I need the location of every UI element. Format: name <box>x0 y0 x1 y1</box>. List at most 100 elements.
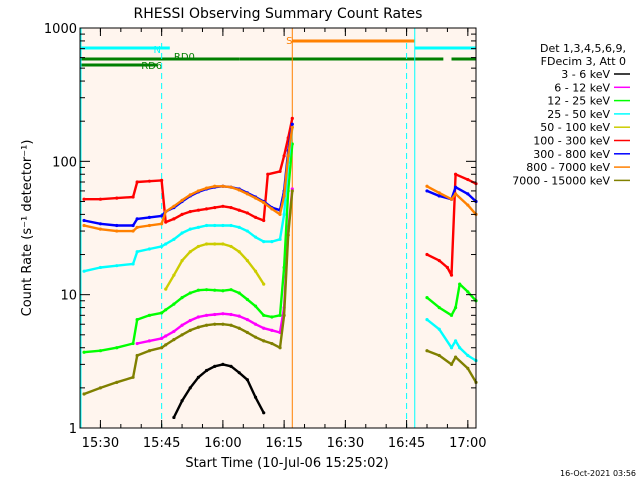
data-point <box>98 227 103 231</box>
data-point <box>196 375 200 379</box>
data-point <box>466 192 470 196</box>
data-point <box>213 184 217 188</box>
data-point <box>172 302 176 306</box>
data-point <box>237 188 241 192</box>
data-point <box>229 205 233 210</box>
data-point <box>262 313 266 317</box>
data-point <box>278 346 282 350</box>
y-axis-label: Count Rate (s⁻¹ detector⁻¹) <box>20 140 35 317</box>
data-point <box>425 189 429 193</box>
legend-label: 12 - 25 keV <box>547 95 610 108</box>
data-point <box>270 341 274 346</box>
data-point <box>98 386 103 390</box>
data-point <box>82 223 86 228</box>
legend-label: 300 - 800 keV <box>533 148 610 161</box>
data-point <box>131 375 135 379</box>
data-point <box>253 335 258 339</box>
data-point <box>270 240 274 244</box>
data-point <box>453 185 458 189</box>
legend-label: 25 - 50 keV <box>547 108 610 121</box>
data-point <box>135 225 139 229</box>
data-point <box>204 323 209 327</box>
data-point <box>180 296 184 300</box>
data-point <box>164 209 168 214</box>
data-series <box>82 116 478 420</box>
data-point <box>253 304 258 308</box>
data-point <box>196 315 200 319</box>
data-point <box>245 192 249 196</box>
data-point <box>221 312 225 316</box>
data-point <box>131 341 135 346</box>
data-point <box>213 223 217 228</box>
legend-header-line: FDecim 3, Att 0 <box>541 55 626 68</box>
data-point <box>221 362 225 366</box>
data-point <box>135 341 139 346</box>
data-point <box>270 328 274 332</box>
data-point <box>425 349 429 353</box>
data-point <box>213 312 217 317</box>
data-point <box>82 197 86 201</box>
data-point <box>437 259 441 263</box>
legend-label: 50 - 100 keV <box>540 121 610 134</box>
data-point <box>164 287 168 291</box>
data-point <box>147 349 152 353</box>
data-point <box>453 192 458 196</box>
data-point <box>237 250 241 254</box>
data-point <box>278 212 282 216</box>
data-point <box>180 231 184 235</box>
data-point <box>237 314 241 318</box>
data-point <box>164 343 168 347</box>
data-point <box>270 207 274 211</box>
data-point <box>286 154 290 158</box>
data-point <box>262 339 266 343</box>
data-point <box>286 189 290 193</box>
data-point <box>221 289 225 293</box>
axes: 1 10 100 1000 15:30 15:45 16:00 16:15 16:30 16:45… <box>44 22 487 451</box>
data-point <box>449 346 454 350</box>
data-point <box>147 223 152 228</box>
data-point <box>282 194 286 198</box>
data-point <box>262 411 266 415</box>
data-point <box>245 259 249 263</box>
data-point <box>245 229 249 233</box>
data-point <box>221 184 225 188</box>
data-point <box>437 191 441 195</box>
data-point <box>213 288 217 292</box>
data-point <box>115 196 119 200</box>
data-point <box>213 322 217 326</box>
data-point <box>160 311 164 315</box>
data-point <box>172 204 176 208</box>
data-point <box>196 325 200 329</box>
data-point <box>290 122 294 126</box>
data-point <box>82 392 86 396</box>
data-point <box>458 282 462 286</box>
data-point <box>188 328 192 332</box>
data-point <box>453 305 458 310</box>
data-point <box>221 204 225 208</box>
x-tick-label: 17:00 <box>449 436 486 451</box>
data-point <box>282 265 286 270</box>
data-point <box>180 259 184 263</box>
data-point <box>164 220 168 224</box>
legend-label: 3 - 6 keV <box>561 68 610 81</box>
data-point <box>458 346 462 350</box>
legend-label: 800 - 7000 keV <box>526 161 610 174</box>
data-point <box>282 154 286 158</box>
data-point <box>115 264 119 268</box>
x-axis-label: Start Time (10-Jul-06 15:25:02) <box>185 456 388 471</box>
data-point <box>213 205 217 210</box>
data-point <box>135 217 139 221</box>
data-point <box>196 288 200 292</box>
data-point <box>204 288 209 292</box>
data-point <box>453 339 458 343</box>
y-tick-label: 1000 <box>44 22 77 37</box>
data-point <box>466 203 470 207</box>
data-point <box>204 242 209 246</box>
data-point <box>98 197 103 201</box>
data-point <box>449 313 454 317</box>
data-point <box>245 211 249 215</box>
data-point <box>172 338 176 342</box>
data-point <box>425 184 429 188</box>
data-point <box>98 265 103 270</box>
